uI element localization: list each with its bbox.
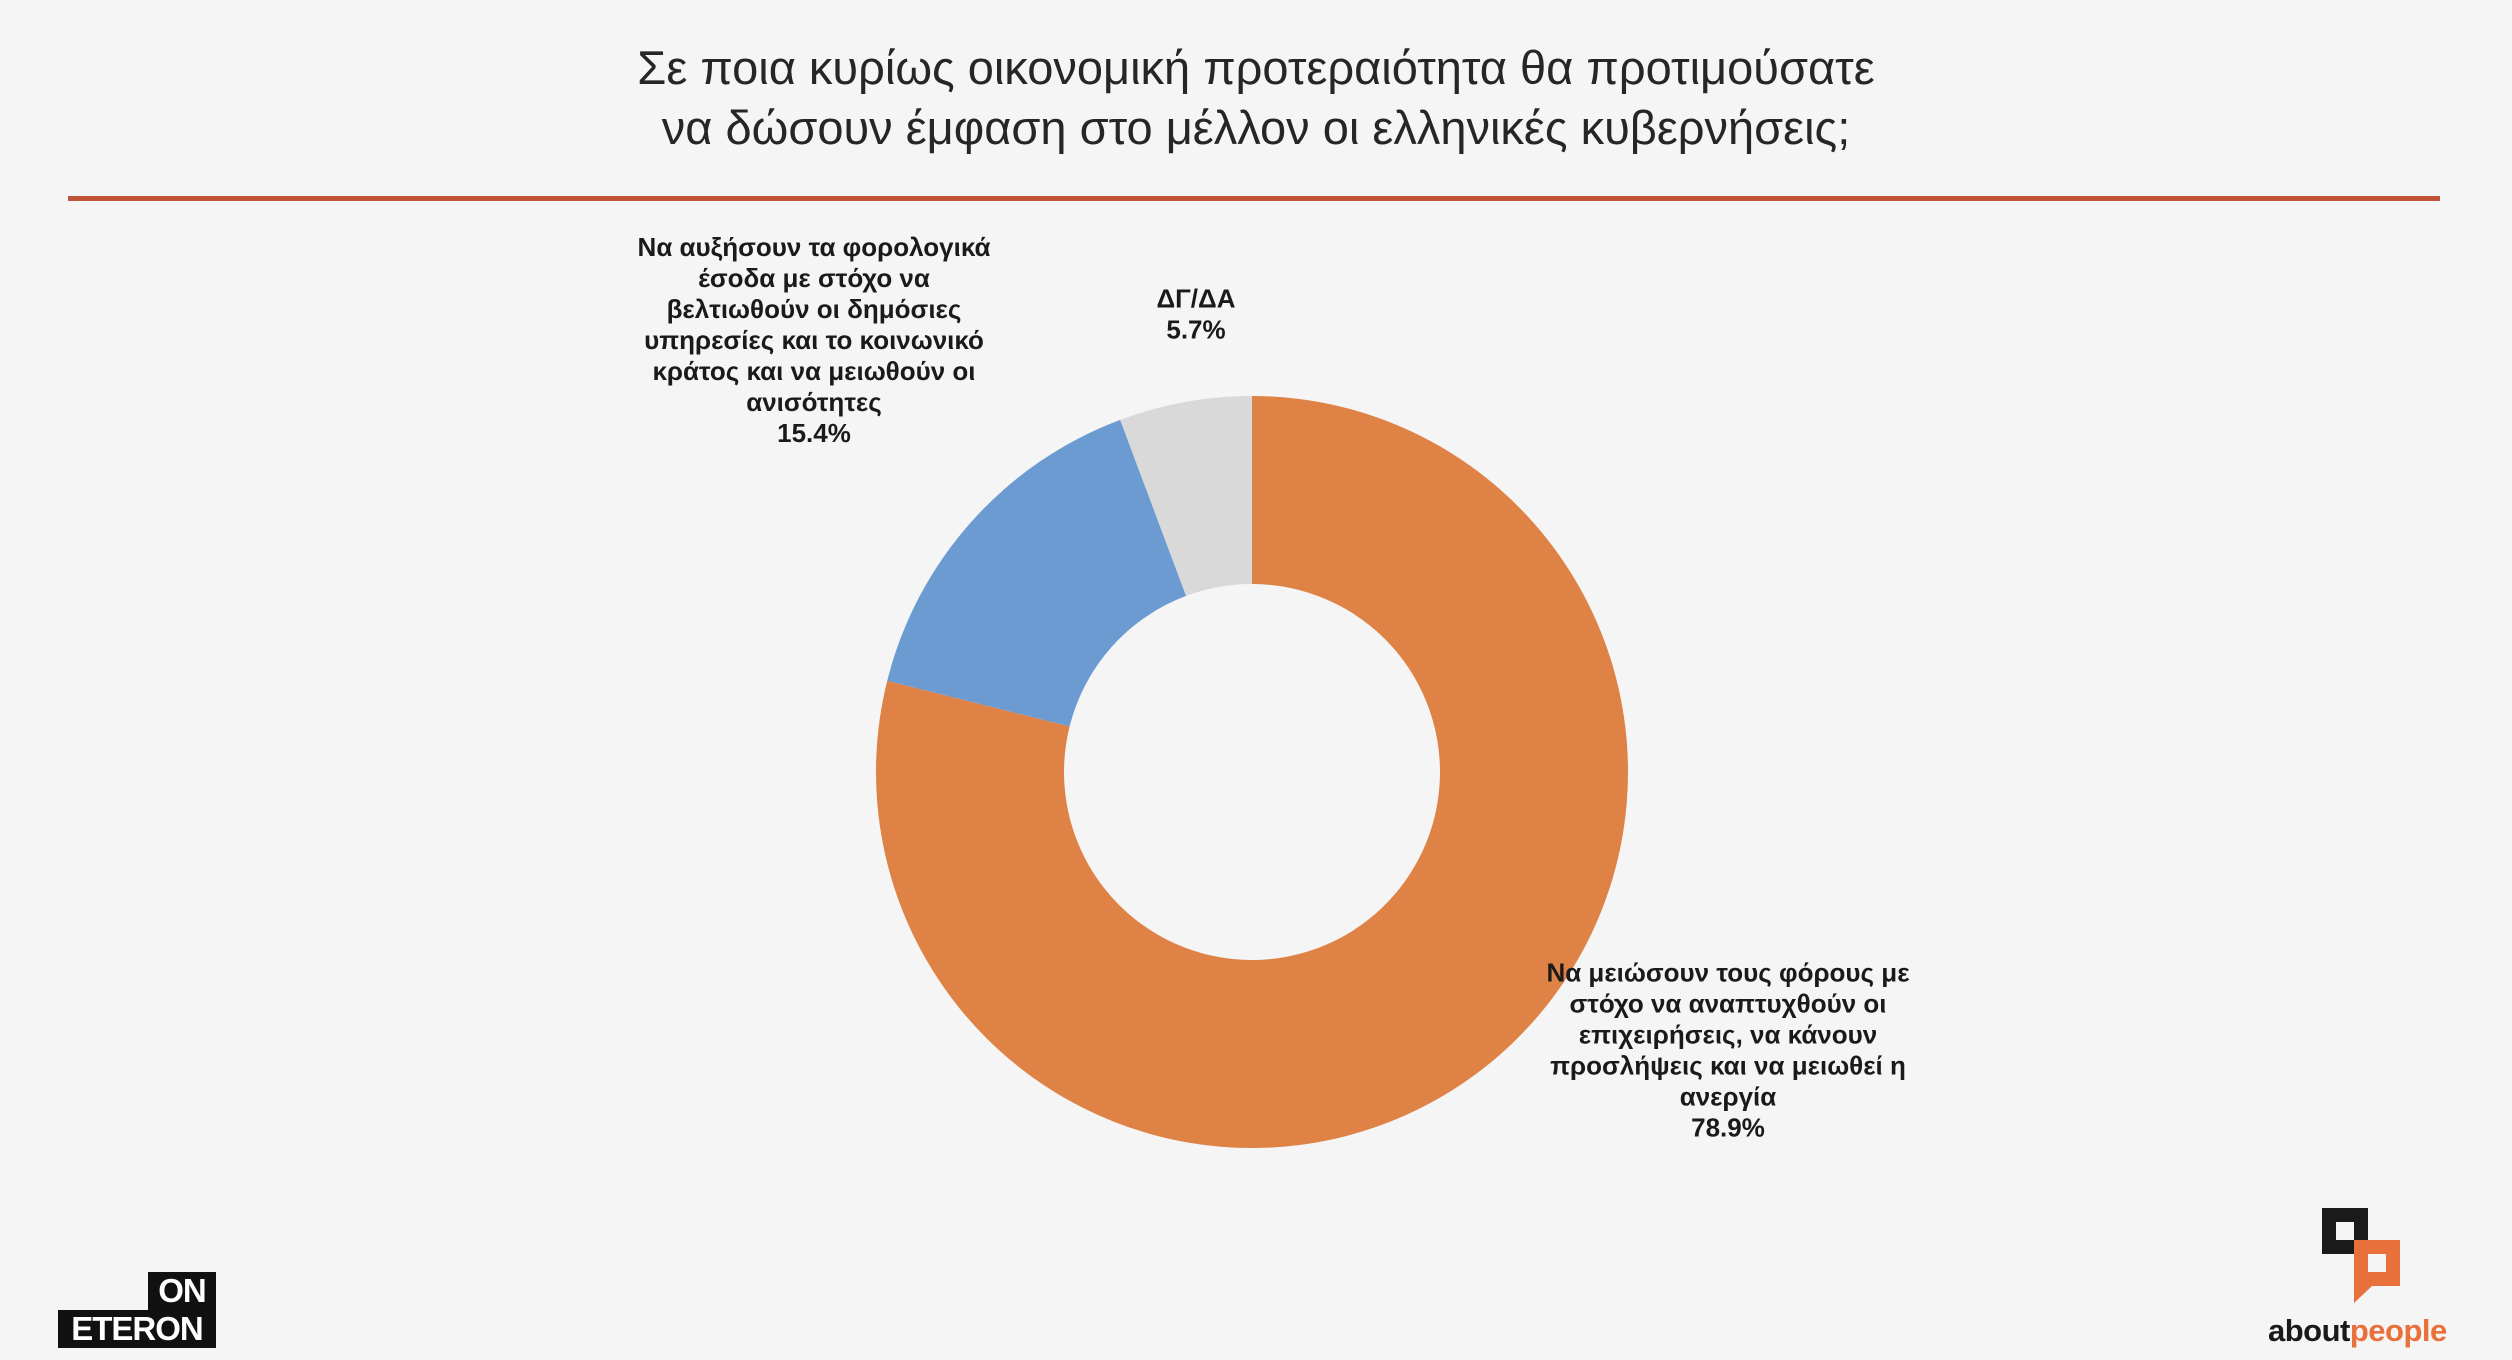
chart-title-line-1: Σε ποια κυρίως οικονομική προτεραιότητα …: [637, 41, 1875, 94]
slice-category-label: υπηρεσίες και το κοινωνικό: [644, 325, 984, 355]
slice-value-label: 15.4%: [777, 418, 851, 448]
slice-category-label: κράτος και να μειωθούν οι: [652, 356, 975, 386]
slice-value-label: 5.7%: [1166, 314, 1225, 344]
eteron-logo: ON ETERON: [58, 1272, 218, 1348]
aboutpeople-wordmark-about: about: [2268, 1313, 2350, 1348]
aboutpeople-wordmark: aboutpeople: [2268, 1313, 2447, 1349]
slice-category-label: ανεργία: [1680, 1081, 1777, 1111]
aboutpeople-wordmark-people: people: [2349, 1313, 2447, 1348]
slice-label-3: ΔΓ/ΔΑ5.7%: [1156, 283, 1235, 344]
slice-value-label: 78.9%: [1691, 1112, 1765, 1142]
aboutpeople-mark-icon: [2322, 1208, 2400, 1303]
eteron-logo-on: ON: [148, 1272, 216, 1310]
slice-category-label: Να μειώσουν τους φόρους με: [1546, 957, 1909, 987]
donut-slice-3: [1120, 396, 1252, 596]
chart-title: Σε ποια κυρίως οικονομική προτεραιότητα …: [0, 38, 2512, 158]
slice-category-label: επιχειρήσεις, να κάνουν: [1579, 1019, 1878, 1049]
title-divider: [68, 196, 2440, 201]
slice-category-label: προσλήψεις και να μειωθεί η: [1550, 1050, 1906, 1080]
eteron-logo-name: ETERON: [58, 1310, 216, 1348]
slice-category-label: βελτιωθούν οι δημόσιες: [667, 294, 962, 324]
slice-category-label: ΔΓ/ΔΑ: [1156, 283, 1235, 313]
slice-category-label: ανισότητες: [746, 387, 882, 417]
slice-category-label: Να αυξήσουν τα φορολογικά: [638, 232, 991, 262]
slice-category-label: στόχο να αναπτυχθούν οι: [1569, 988, 1886, 1018]
slice-category-label: έσοδα με στόχο να: [698, 263, 930, 293]
donut-slice-1: [875, 396, 1628, 1149]
donut-slice-2: [887, 419, 1187, 727]
chart-title-line-2: να δώσουν έμφαση στο μέλλον οι ελληνικές…: [661, 101, 1851, 154]
aboutpeople-logo: aboutpeople: [2260, 1208, 2460, 1358]
